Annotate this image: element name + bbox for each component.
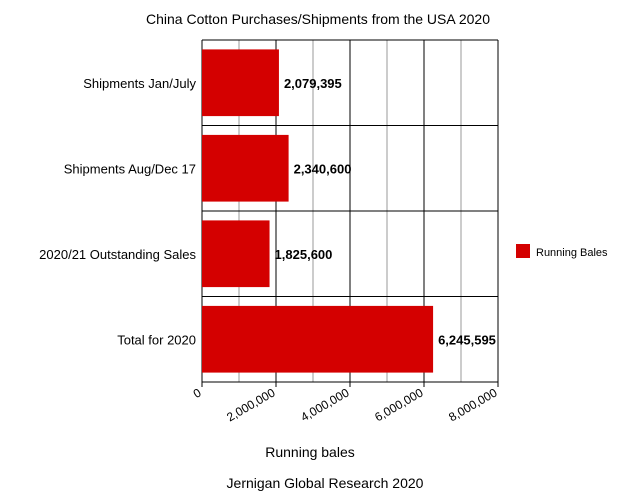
bar xyxy=(202,49,279,117)
bars xyxy=(202,49,434,373)
bar xyxy=(202,220,270,288)
legend: Running Bales xyxy=(516,244,608,259)
data-label: 6,245,595 xyxy=(438,332,496,347)
category-label: Shipments Jan/July xyxy=(83,76,196,91)
data-label: 1,825,600 xyxy=(275,247,333,262)
x-tick-label: 2,000,000 xyxy=(224,385,278,424)
x-axis-label: Running bales xyxy=(265,444,355,460)
x-tick-labels: 0 2,000,000 4,000,000 6,000,000 8,000,000 xyxy=(191,385,500,424)
data-label: 2,340,600 xyxy=(294,161,352,176)
data-label: 2,079,395 xyxy=(284,76,342,91)
category-labels: Shipments Jan/July Shipments Aug/Dec 17 20… xyxy=(39,76,196,348)
bar xyxy=(202,305,434,373)
legend-label: Running Bales xyxy=(536,247,608,259)
x-tick-label: 0 xyxy=(191,385,204,401)
footer-credit: Jernigan Global Research 2020 xyxy=(227,475,424,491)
category-label: 2020/21 Outstanding Sales xyxy=(39,247,196,262)
chart-title: China Cotton Purchases/Shipments from th… xyxy=(146,11,490,27)
legend-swatch xyxy=(516,244,530,258)
category-label: Shipments Aug/Dec 17 xyxy=(64,161,196,176)
category-label: Total for 2020 xyxy=(117,332,196,347)
data-labels: 2,079,395 2,340,600 1,825,600 6,245,595 xyxy=(275,76,496,348)
x-tick-label: 4,000,000 xyxy=(298,385,352,424)
x-tick-label: 6,000,000 xyxy=(372,385,426,424)
bar xyxy=(202,134,289,202)
x-tick-label: 8,000,000 xyxy=(446,385,500,424)
